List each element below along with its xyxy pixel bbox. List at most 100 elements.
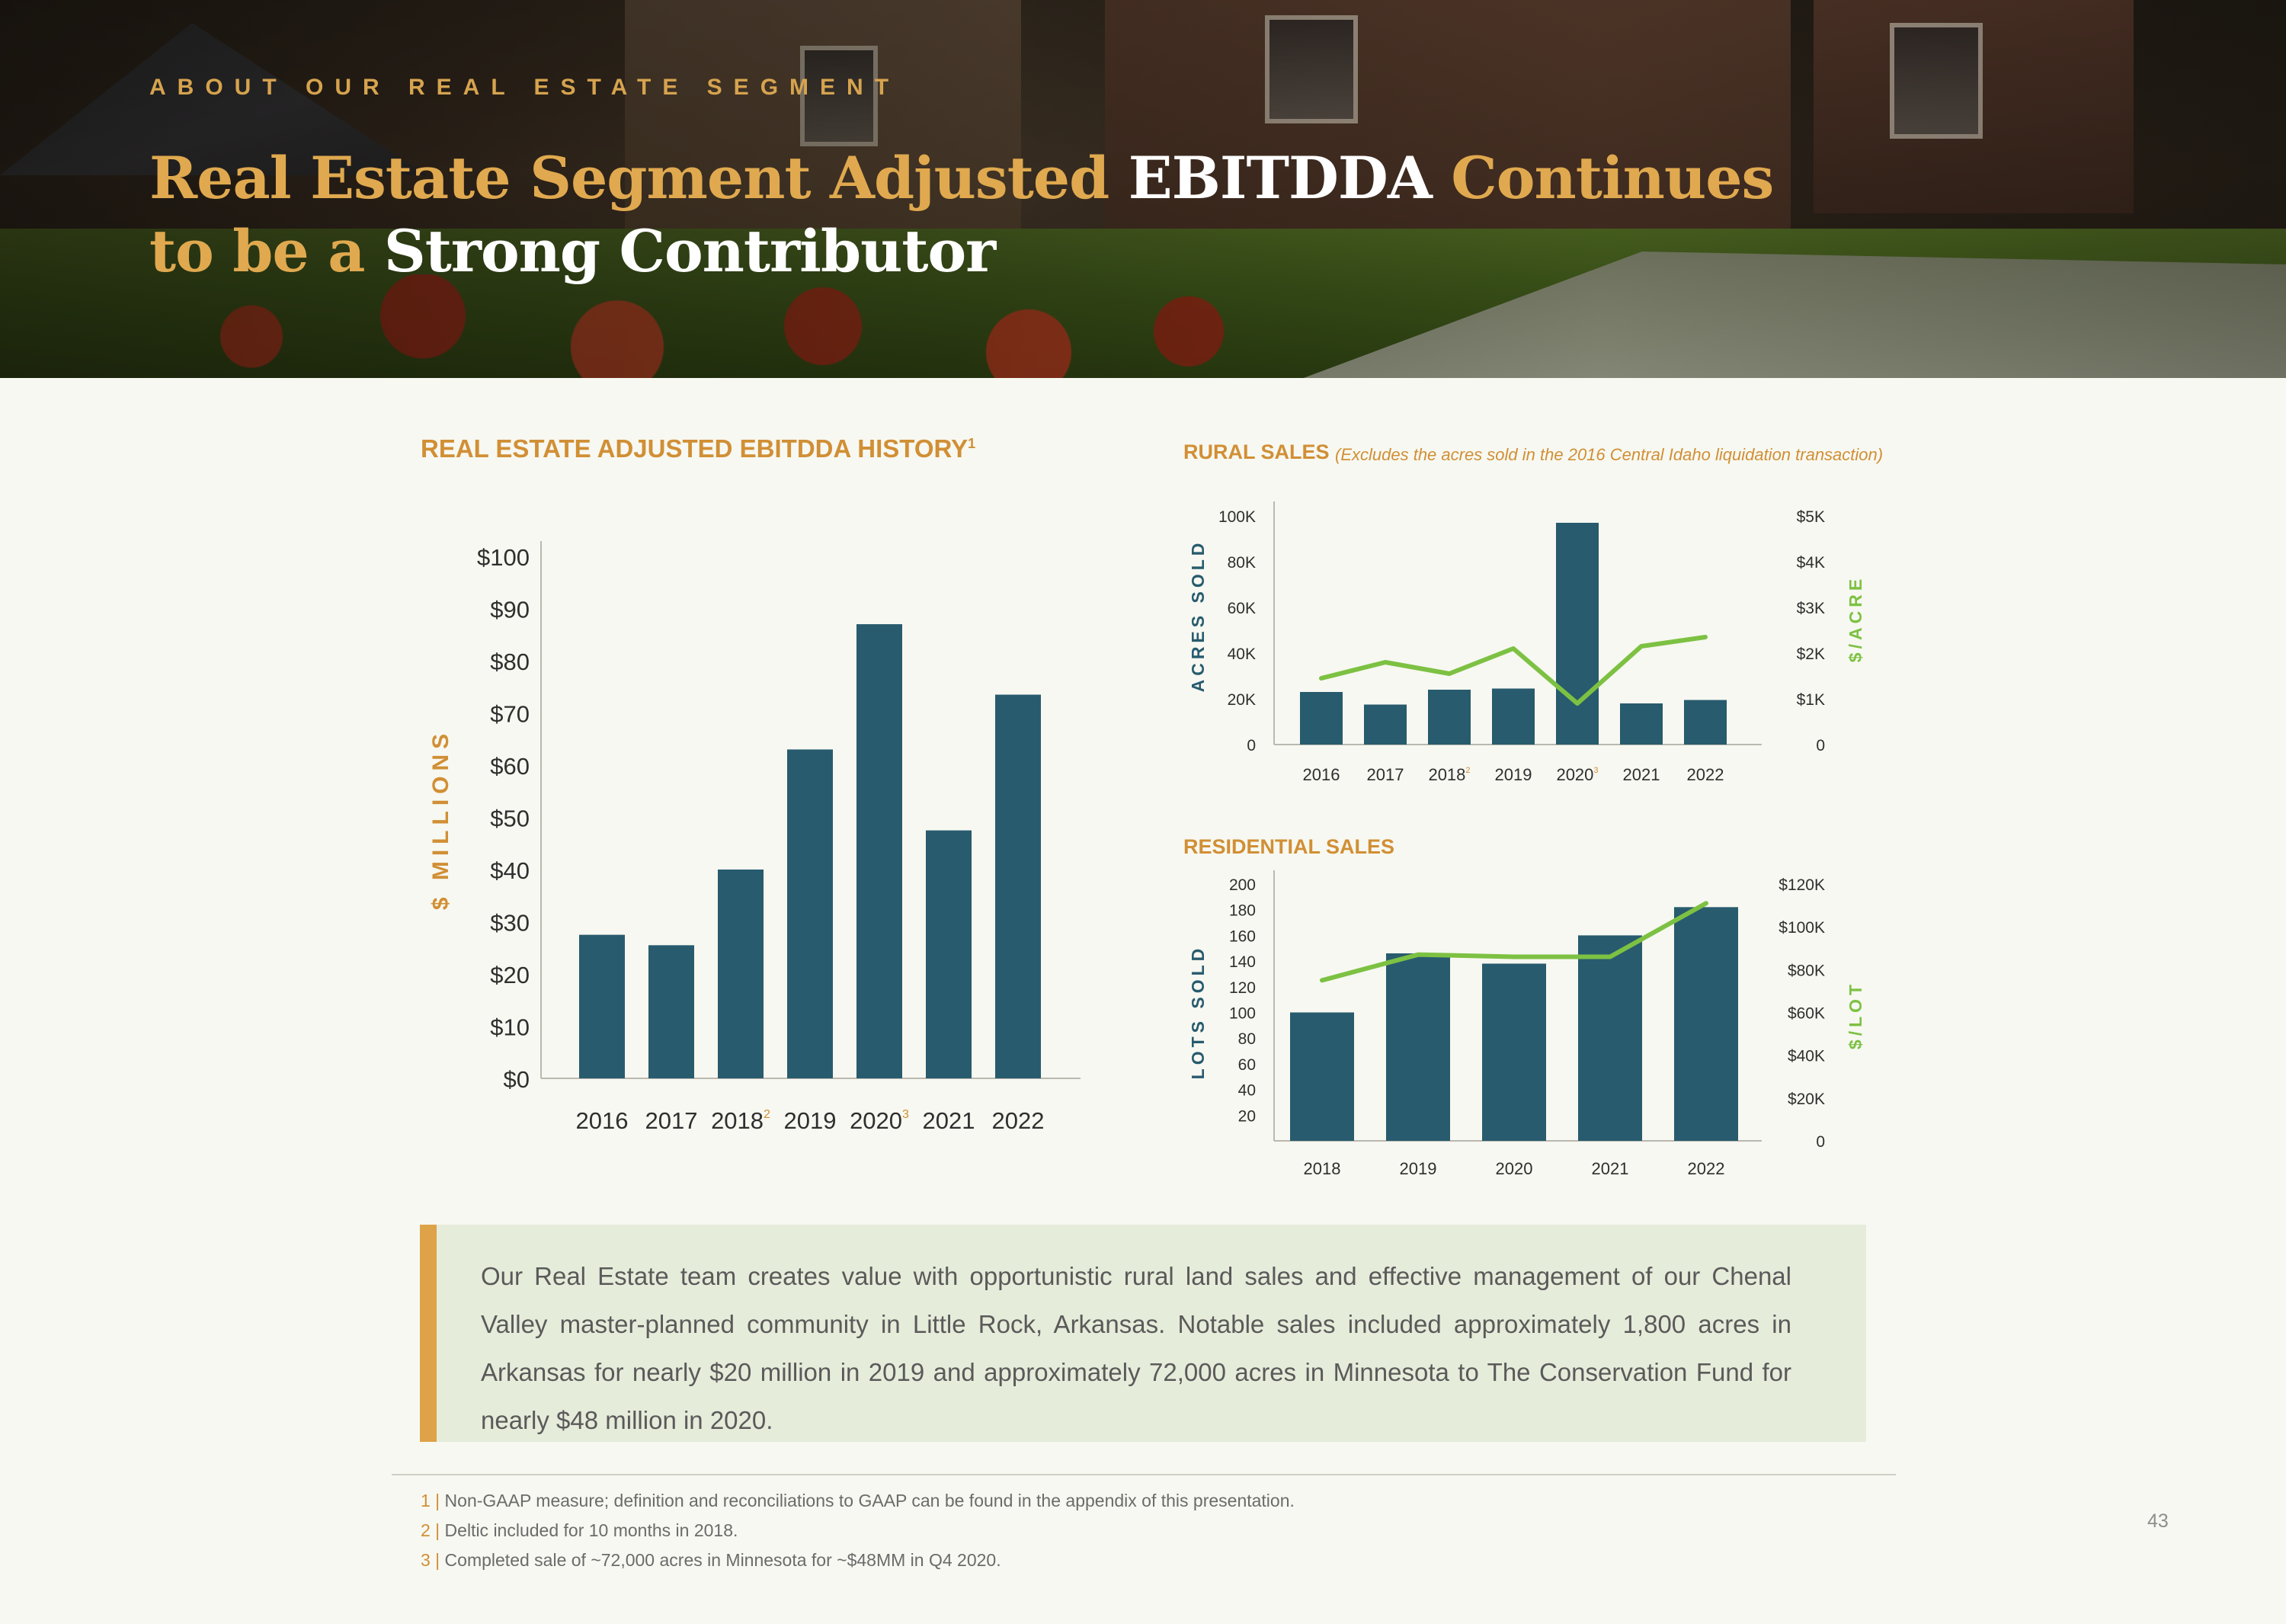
footnote-number: 1 | [421,1491,440,1510]
res-bar [1290,1012,1354,1141]
res-y2tick-label: $100K [1779,919,1825,937]
ebitdda-ytick-label: $30 [490,910,530,937]
res-y2tick-label: $120K [1779,876,1825,894]
ebitdda-title-footnote: 1 [968,436,976,451]
res-bar [1482,963,1546,1141]
res-ytick-label: 100 [1229,1005,1256,1023]
ebitdda-bar [856,624,902,1078]
title-part-highlight: EBITDDA [1128,144,1433,212]
page-number: 43 [2147,1510,2169,1532]
res-xtick-label: 2021 [1592,1159,1629,1178]
rural-y2-axis-label: $/ACRE [1846,575,1865,662]
res-bar [1578,935,1642,1141]
page-title: Real Estate Segment Adjusted EBITDDA Con… [149,142,1774,288]
residential-sales-chart: 20 40 60 80 100 120 140 160 180 200 0 $20K $40K $60K $… [1188,870,1865,1178]
title-part-highlight: Strong Contributor [383,217,996,285]
res-ytick-label: 180 [1229,902,1256,920]
rural-ytick-label: 40K [1228,645,1256,663]
ebitdda-bar [787,749,833,1078]
rural-y2tick-label: $2K [1797,645,1825,663]
footnote-2: 2 | Deltic included for 10 months in 201… [421,1516,1295,1546]
rural-y2tick-label: $1K [1797,691,1825,709]
rural-ytick-label: 20K [1228,691,1256,709]
residential-chart-title: RESIDENTIAL SALES [1183,835,1395,858]
ebitdda-ytick-label: $100 [477,544,530,571]
ebitdda-chart-title: REAL ESTATE ADJUSTED EBITDDA HISTORY1 [421,434,975,463]
rural-bar [1300,692,1343,745]
hero-overlay [0,0,2286,378]
rural-xtick-label: 2016 [1303,765,1340,784]
ebitdda-xtick-label: 2016 [576,1107,629,1134]
callout-text: Our Real Estate team creates value with … [481,1262,1791,1434]
res-y2tick-label: $80K [1788,962,1825,979]
rural-bar [1684,700,1727,745]
ebitdda-xtick-label: 2019 [784,1107,837,1134]
rural-xtick-label: 2019 [1495,765,1532,784]
rural-y2tick-label: $4K [1797,554,1825,572]
footnotes: 1 | Non-GAAP measure; definition and rec… [421,1486,1295,1575]
ebitdda-y-axis-label: $ MILLIONS [428,729,453,910]
summary-callout: Our Real Estate team creates value with … [420,1225,1866,1442]
res-y2tick-label: $20K [1788,1091,1825,1108]
ebitdda-ytick-label: $60 [490,753,530,780]
title-part: Continues [1431,144,1774,212]
title-part: Real Estate Segment Adjusted [149,144,1129,212]
title-part: to be a [149,217,384,285]
rural-ytick-label: 80K [1228,554,1256,572]
footnote-1: 1 | Non-GAAP measure; definition and rec… [421,1486,1295,1516]
rural-xtick-label: 2022 [1687,765,1724,784]
ebitdda-ytick-label: $50 [490,806,530,832]
ebitdda-ytick-label: $10 [490,1014,530,1041]
ebitdda-bar [648,945,694,1078]
rural-chart-title: RURAL SALES [1183,440,1330,463]
res-y2-axis-label: $/LOT [1846,981,1865,1049]
res-xtick-label: 2020 [1496,1159,1533,1178]
footnote-text: Non-GAAP measure; definition and reconci… [440,1491,1295,1510]
res-bar [1674,907,1738,1141]
rural-y2tick-label: 0 [1816,737,1825,754]
ebitdda-xtick-label: 2021 [923,1107,975,1134]
ebitdda-ytick-label: $0 [504,1066,530,1093]
rural-ytick-label: 100K [1218,508,1256,526]
rural-xtick-label: 2021 [1623,765,1660,784]
res-xtick-label: 2018 [1304,1159,1341,1178]
ebitdda-bar [926,830,972,1078]
res-ytick-label: 140 [1229,953,1256,971]
rural-y-axis-label: ACRES SOLD [1188,540,1208,693]
ebitdda-ytick-label: $20 [490,962,530,988]
footnote-text: Completed sale of ~72,000 acres in Minne… [440,1550,1001,1570]
rural-xtick-label: 2017 [1367,765,1404,784]
rural-ytick-label: 60K [1228,600,1256,617]
ebitdda-bar [995,694,1041,1078]
rural-bar [1556,523,1599,745]
rural-y2tick-label: $5K [1797,508,1825,526]
res-ytick-label: 120 [1229,979,1256,997]
rural-bar [1364,704,1407,745]
ebitdda-bar [718,870,764,1078]
rural-xtick-label: 20182 [1428,765,1470,784]
ebitdda-ytick-label: $80 [490,649,530,675]
res-ytick-label: 200 [1229,876,1256,894]
footnote-divider [392,1474,1896,1475]
res-bar [1386,953,1450,1141]
rural-bar [1492,688,1535,745]
res-y2tick-label: $40K [1788,1048,1825,1065]
res-xtick-label: 2019 [1400,1159,1437,1178]
rural-xtick-label: 20203 [1556,765,1598,784]
ebitdda-history-chart: $0 $10 $20 $30 $40 $50 $60 $70 $80 $90 $100 2016 201… [428,541,1081,1134]
res-ytick-label: 160 [1229,927,1256,945]
footnote-3: 3 | Completed sale of ~72,000 acres in M… [421,1546,1295,1575]
res-price-line [1320,901,1708,983]
callout-accent-bar [420,1225,437,1442]
ebitdda-title-text: REAL ESTATE ADJUSTED EBITDDA HISTORY [421,434,969,463]
ebitdda-xtick-label: 20203 [850,1107,909,1134]
res-ytick-label: 80 [1238,1030,1256,1048]
section-eyebrow: ABOUT OUR REAL ESTATE SEGMENT [149,75,901,100]
ebitdda-xtick-label: 2017 [645,1107,698,1134]
ebitdda-ytick-label: $90 [490,597,530,623]
res-y-axis-label: LOTS SOLD [1188,945,1208,1080]
ebitdda-xtick-label: 20182 [711,1107,770,1134]
rural-y2tick-label: $3K [1797,600,1825,617]
res-y2tick-label: 0 [1816,1133,1825,1151]
